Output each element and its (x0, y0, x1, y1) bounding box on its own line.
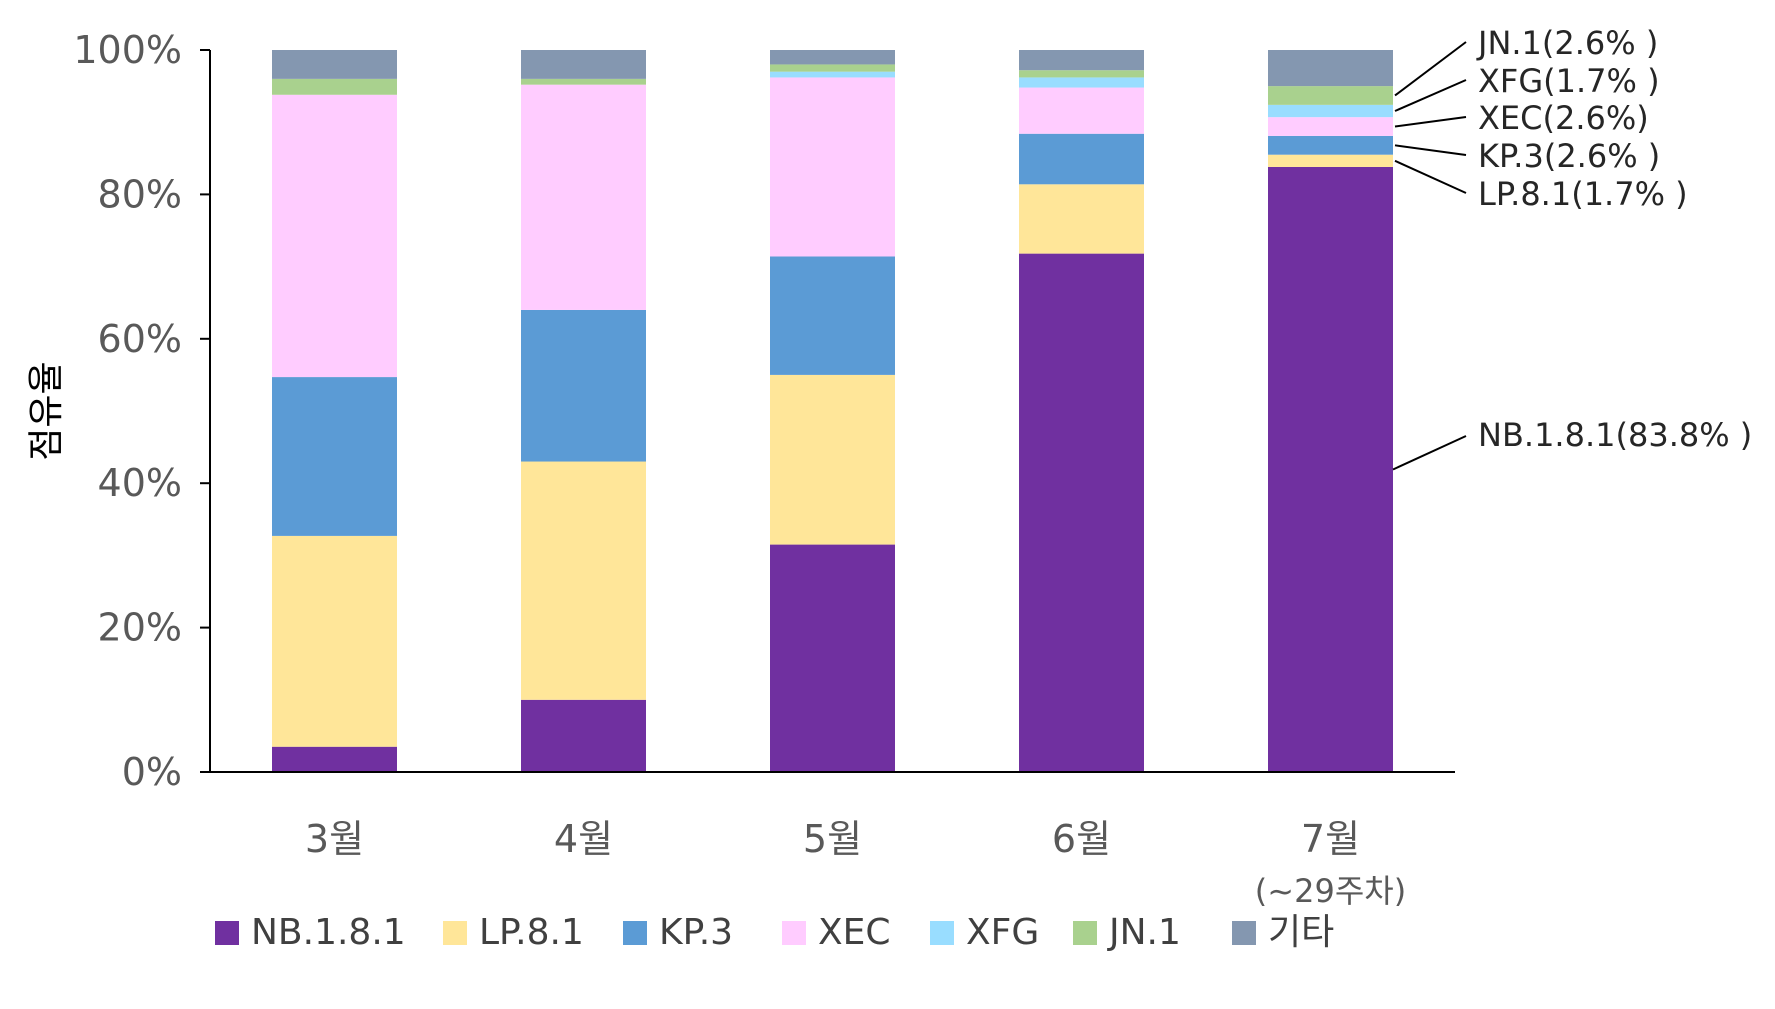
x-category-label: 6월 (1052, 817, 1111, 861)
bar-segment (1268, 135, 1393, 155)
annotations-layer: JN.1(2.6% )XFG(1.7% )XEC(2.6%)KP.3(2.6% … (1392, 24, 1752, 471)
annotation-leader (1392, 435, 1467, 471)
bar-segment (521, 84, 646, 310)
bar-segment (1268, 104, 1393, 118)
legend-swatch (623, 921, 647, 945)
legend-swatch (930, 921, 954, 945)
bar-segment (770, 256, 895, 375)
x-category-label: 5월 (803, 817, 862, 861)
bar-segment (272, 535, 397, 747)
bar-segment (272, 78, 397, 95)
annotation-label: KP.3(2.6% ) (1478, 137, 1660, 175)
bar-segment (1019, 87, 1144, 134)
x-category-label: 7월 (1301, 817, 1360, 861)
legend-label: KP.3 (659, 912, 733, 953)
y-axis-title: 점유율 (26, 361, 67, 460)
bar-segment (1019, 77, 1144, 88)
y-tick-label: 20% (98, 606, 182, 650)
axes-layer: 0% 20% 40% 60% 80% 100% 점유율 3월 4월 5월 6월 7월 (~29주차) (26, 28, 1455, 910)
annotation-leader (1394, 41, 1467, 97)
bar-segment (770, 374, 895, 545)
bar-segment (1019, 50, 1144, 71)
x-category-label: 4월 (554, 817, 613, 861)
bar-segment (521, 78, 646, 85)
bar-segment (521, 699, 646, 772)
bar-segment (521, 461, 646, 700)
y-tick-label: 100% (73, 28, 182, 72)
annotation-leader (1394, 144, 1467, 156)
bar-segment (1019, 253, 1144, 772)
bar-segment (1268, 117, 1393, 136)
bar-segment (521, 309, 646, 462)
legend-label: XFG (966, 912, 1039, 953)
bar-segment (521, 50, 646, 79)
annotation-leader (1394, 116, 1467, 128)
legend-label: LP.8.1 (479, 912, 584, 953)
bar-segment (272, 50, 397, 79)
bar-segment (770, 64, 895, 72)
bar-segment (272, 746, 397, 772)
x-category-label: 3월 (305, 817, 364, 861)
annotation-leader (1394, 79, 1467, 112)
bar-segment (272, 377, 397, 536)
legend: NB.1.8.1 LP.8.1 KP.3 XEC XFG JN.1 기타 (215, 912, 1334, 953)
bars-layer (272, 50, 1393, 773)
legend-swatch (1232, 921, 1256, 945)
legend-label: 기타 (1268, 912, 1334, 953)
annotation-label: JN.1(2.6% ) (1476, 24, 1658, 62)
legend-swatch (782, 921, 806, 945)
bar-segment (1268, 166, 1393, 773)
annotation-label: XFG(1.7% ) (1478, 62, 1660, 100)
bar-segment (1268, 50, 1393, 87)
legend-label: JN.1 (1107, 912, 1181, 953)
annotation-label: LP.8.1(1.7% ) (1478, 175, 1688, 213)
bar-segment (770, 77, 895, 257)
y-tick-label: 80% (98, 172, 182, 216)
annotation-label: NB.1.8.1(83.8% ) (1478, 416, 1752, 454)
bar-segment (770, 71, 895, 78)
legend-swatch (215, 921, 239, 945)
annotation-label: XEC(2.6%) (1478, 99, 1649, 137)
bar-segment (1268, 86, 1393, 105)
x-category-sublabel: (~29주차) (1255, 872, 1406, 910)
bar-segment (770, 544, 895, 772)
annotation-leader (1394, 159, 1467, 194)
legend-swatch (1073, 921, 1097, 945)
bar-segment (1019, 70, 1144, 78)
y-tick-label: 40% (98, 461, 182, 505)
bar-segment (272, 94, 397, 378)
bar-segment (1019, 184, 1144, 254)
y-tick-label: 60% (98, 317, 182, 361)
bar-segment (770, 50, 895, 65)
legend-label: XEC (818, 912, 891, 953)
bar-segment (1268, 154, 1393, 167)
y-tick-label: 0% (122, 750, 182, 794)
legend-label: NB.1.8.1 (251, 912, 406, 953)
legend-swatch (443, 921, 467, 945)
bar-segment (1019, 133, 1144, 185)
